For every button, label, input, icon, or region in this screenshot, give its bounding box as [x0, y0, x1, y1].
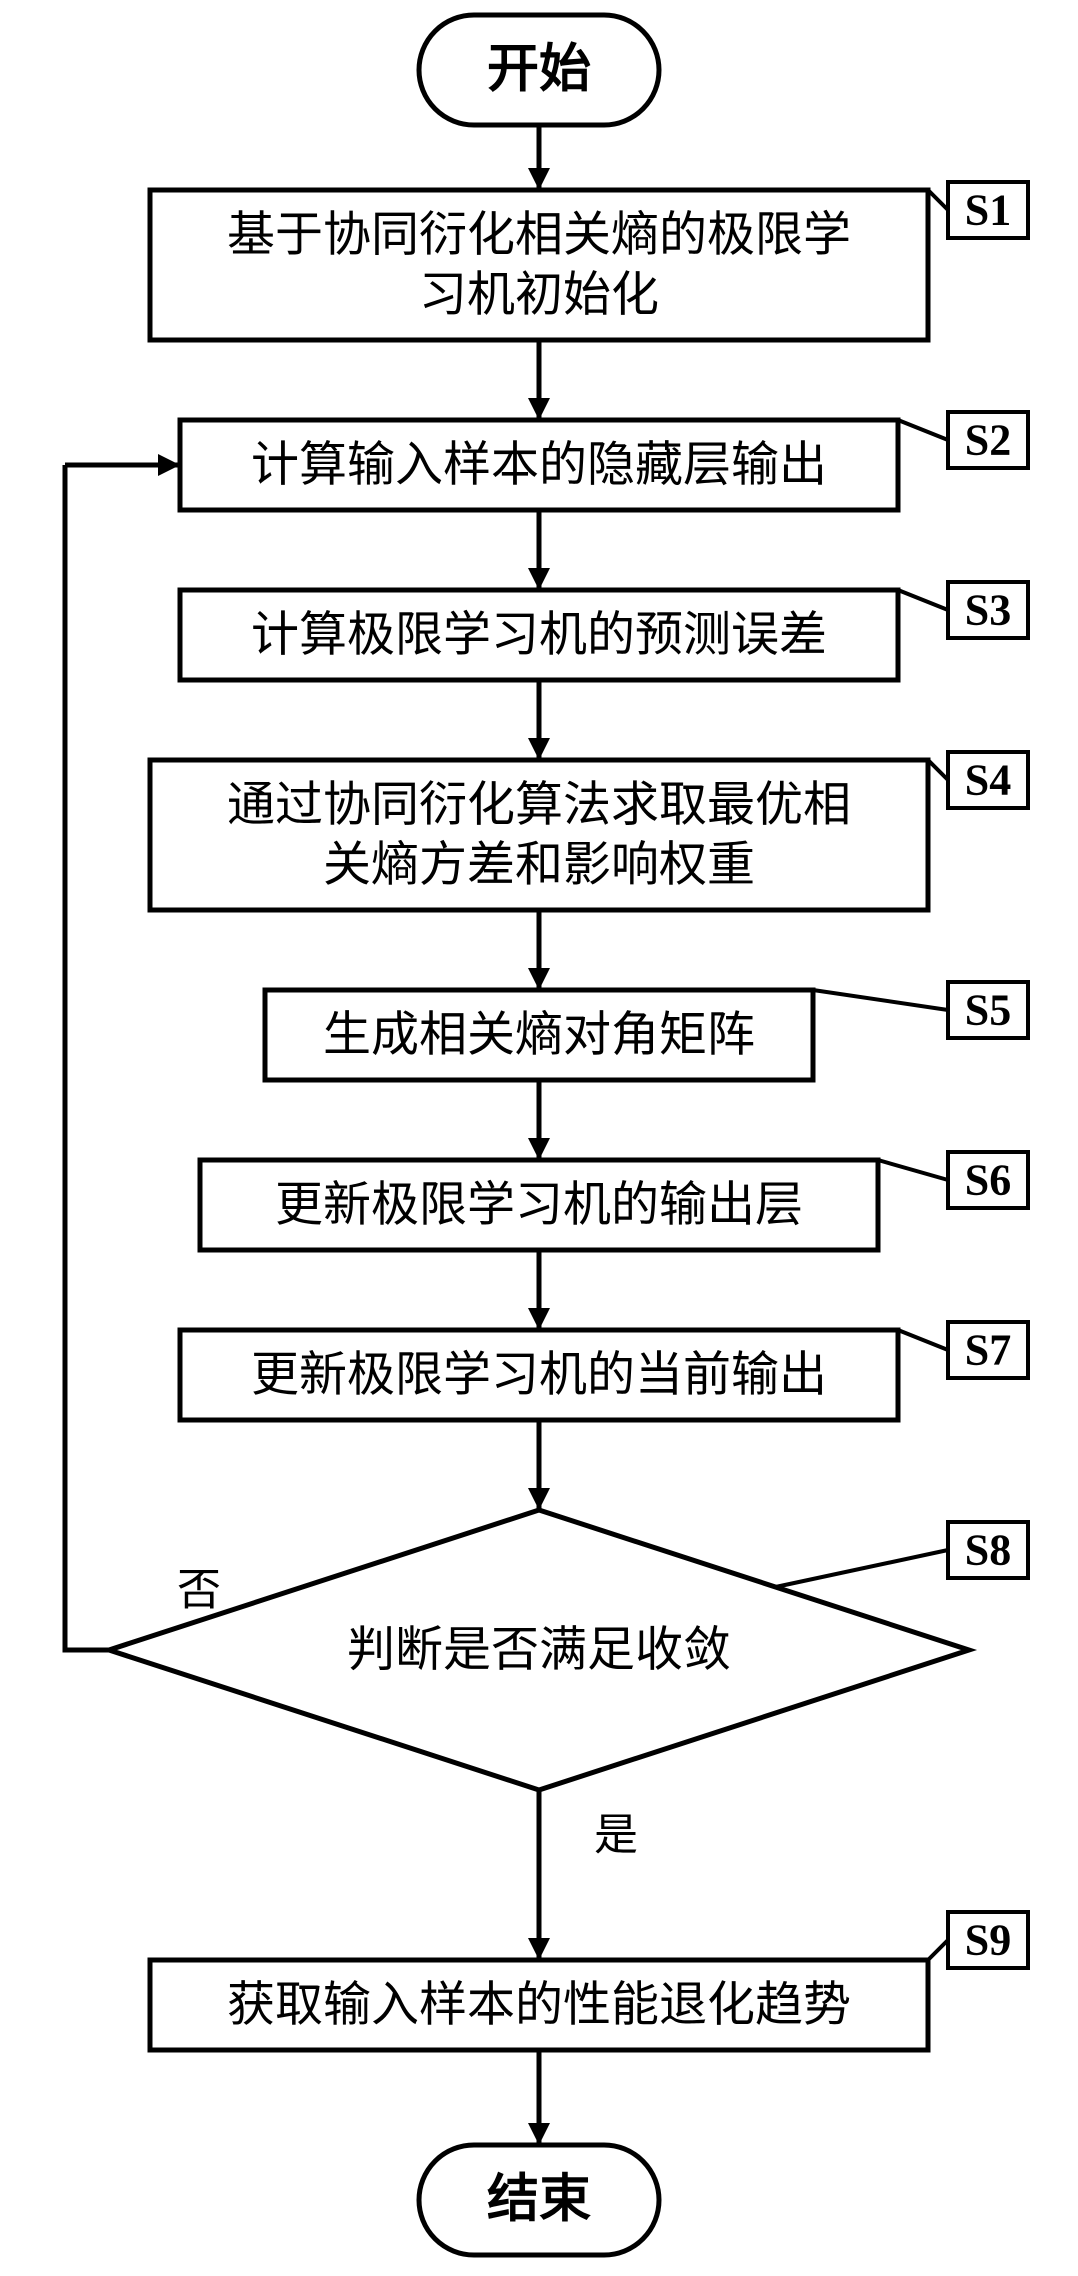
label-text-S2: S2 [965, 416, 1011, 465]
step-S6-text: 更新极限学习机的输出层 [275, 1179, 803, 1232]
step-S4-text: 通过协同衍化算法求取最优相 [227, 779, 851, 832]
label-text-S5: S5 [965, 986, 1011, 1035]
edge-label-no: 否 [177, 1566, 221, 1615]
terminal-end-label: 结束 [487, 2171, 591, 2229]
step-S1-text: 习机初始化 [419, 269, 659, 322]
label-text-S3: S3 [965, 586, 1011, 635]
label-text-S4: S4 [965, 756, 1011, 805]
label-text-S6: S6 [965, 1156, 1011, 1205]
step-S9-text: 获取输入样本的性能退化趋势 [227, 1979, 851, 2032]
decision-S8-text: 判断是否满足收敛 [347, 1624, 731, 1677]
step-S4-text: 关熵方差和影响权重 [323, 839, 755, 892]
terminal-start-label: 开始 [487, 41, 591, 99]
flowchart-svg: 开始基于协同衍化相关熵的极限学习机初始化计算输入样本的隐藏层输出计算极限学习机的… [0, 0, 1078, 2276]
label-text-S8: S8 [965, 1526, 1011, 1575]
step-S3-text: 计算极限学习机的预测误差 [251, 609, 827, 662]
step-S5-text: 生成相关熵对角矩阵 [323, 1009, 755, 1062]
step-S7-text: 更新极限学习机的当前输出 [251, 1349, 827, 1402]
label-text-S1: S1 [965, 186, 1011, 235]
step-S1-text: 基于协同衍化相关熵的极限学 [227, 209, 851, 262]
step-S2-text: 计算输入样本的隐藏层输出 [251, 439, 827, 492]
edge-label-yes: 是 [594, 1811, 638, 1860]
label-text-S9: S9 [965, 1916, 1011, 1965]
label-text-S7: S7 [965, 1326, 1011, 1375]
